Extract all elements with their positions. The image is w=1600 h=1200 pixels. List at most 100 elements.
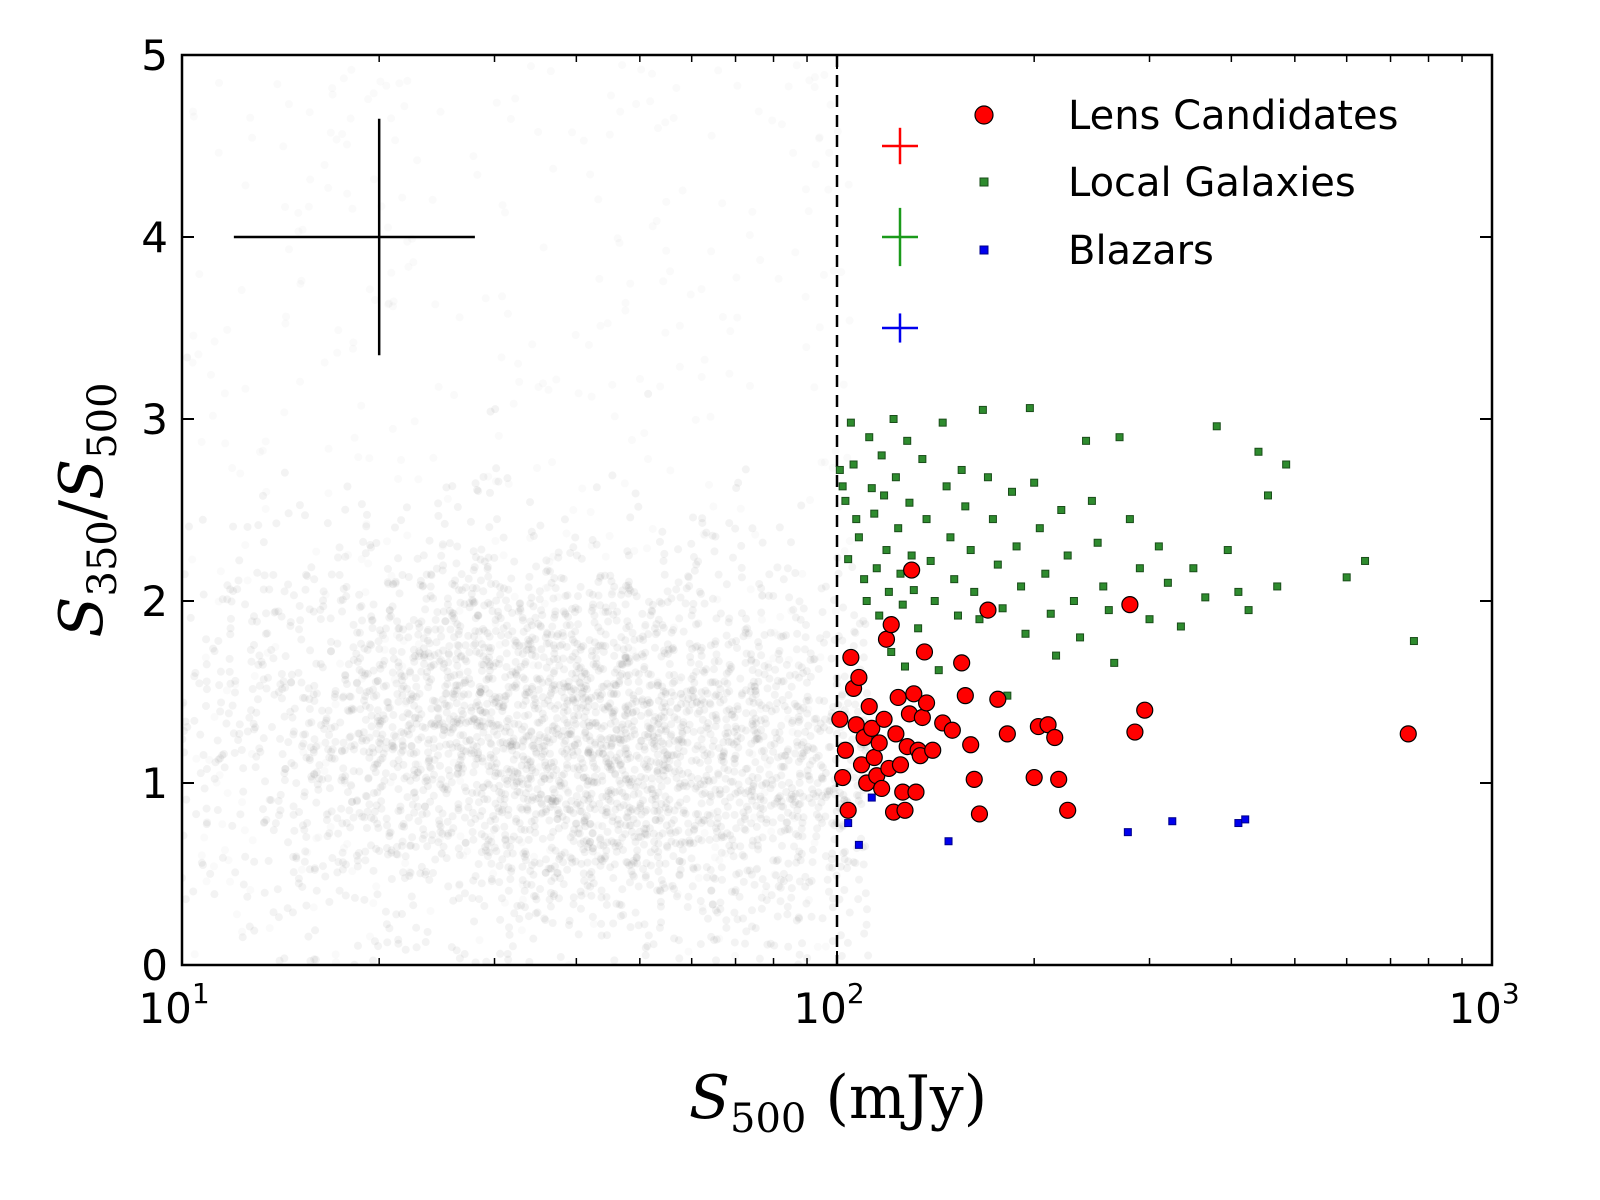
- background-point: [530, 816, 539, 825]
- background-point: [491, 405, 500, 414]
- background-point: [605, 703, 614, 712]
- background-point: [368, 616, 377, 625]
- background-point: [848, 735, 857, 744]
- background-point: [318, 706, 327, 715]
- background-point: [455, 607, 463, 615]
- background-point: [489, 721, 498, 730]
- background-point: [247, 657, 256, 666]
- background-point: [321, 738, 330, 747]
- background-point: [817, 773, 826, 782]
- background-point: [702, 528, 711, 537]
- background-point: [477, 737, 486, 746]
- background-point: [320, 725, 329, 734]
- background-point: [712, 614, 721, 623]
- background-point: [749, 726, 758, 735]
- background-point: [502, 723, 511, 732]
- background-point: [777, 677, 786, 686]
- background-point: [411, 793, 420, 802]
- data-series: [831, 404, 1418, 849]
- background-point: [454, 586, 463, 595]
- background-point: [610, 956, 619, 965]
- background-point: [460, 701, 469, 710]
- background-point: [504, 811, 513, 820]
- background-point: [527, 527, 536, 536]
- background-point: [472, 788, 481, 797]
- background-point: [752, 658, 761, 667]
- background-point: [742, 709, 751, 718]
- background-point: [538, 693, 547, 702]
- background-point: [812, 832, 821, 841]
- background-point: [576, 807, 585, 816]
- background-point: [727, 738, 736, 747]
- background-point: [859, 616, 868, 625]
- background-point: [712, 650, 721, 659]
- background-point: [626, 781, 635, 790]
- background-point: [182, 717, 190, 726]
- background-point: [760, 746, 769, 755]
- background-point: [582, 734, 591, 743]
- background-point: [805, 207, 813, 215]
- background-point: [673, 703, 682, 712]
- background-point: [237, 745, 246, 754]
- background-point: [567, 730, 576, 739]
- background-point: [426, 592, 435, 601]
- background-point: [724, 618, 733, 627]
- background-point: [712, 935, 721, 944]
- background-point: [269, 908, 278, 917]
- background-point: [453, 770, 462, 779]
- background-point: [476, 555, 485, 564]
- background-point: [365, 748, 374, 757]
- background-point: [827, 101, 835, 109]
- background-point: [625, 657, 634, 666]
- background-point: [419, 551, 428, 560]
- background-point: [344, 551, 352, 559]
- background-point: [602, 808, 611, 817]
- background-point: [373, 759, 382, 768]
- background-point: [478, 708, 487, 717]
- background-point: [730, 759, 739, 768]
- background-point: [737, 573, 746, 582]
- background-point: [215, 681, 224, 690]
- background-point: [736, 818, 745, 827]
- background-point: [731, 524, 740, 533]
- background-point: [712, 716, 721, 725]
- background-point: [722, 923, 731, 932]
- background-point: [719, 749, 728, 758]
- background-point: [643, 830, 652, 839]
- background-point: [596, 740, 605, 749]
- background-point: [260, 571, 269, 580]
- background-point: [601, 852, 610, 861]
- background-point: [557, 771, 566, 780]
- background-point: [677, 723, 686, 732]
- background-point: [705, 481, 713, 489]
- background-point: [627, 587, 635, 595]
- local-galaxy-point: [918, 455, 927, 464]
- background-point: [476, 688, 485, 697]
- background-point: [527, 644, 536, 653]
- background-population: [182, 66, 873, 965]
- lens-candidate-point: [1059, 801, 1077, 819]
- background-point: [477, 848, 486, 857]
- background-point: [714, 66, 722, 74]
- background-point: [322, 810, 331, 819]
- background-point: [325, 753, 334, 762]
- background-point: [711, 710, 720, 719]
- background-point: [369, 788, 378, 797]
- background-point: [290, 704, 299, 713]
- background-point: [491, 658, 500, 667]
- background-point: [563, 718, 572, 727]
- background-point: [585, 636, 594, 645]
- background-point: [386, 612, 395, 621]
- background-point: [373, 890, 382, 899]
- background-point: [792, 645, 801, 654]
- background-point: [643, 755, 652, 764]
- background-point: [675, 857, 684, 866]
- background-point: [487, 644, 496, 653]
- background-point: [412, 943, 421, 952]
- background-point: [278, 684, 287, 693]
- background-point: [632, 653, 641, 662]
- background-point: [183, 723, 192, 732]
- local-galaxy-point: [953, 611, 962, 620]
- background-point: [818, 608, 827, 617]
- background-point: [300, 792, 309, 801]
